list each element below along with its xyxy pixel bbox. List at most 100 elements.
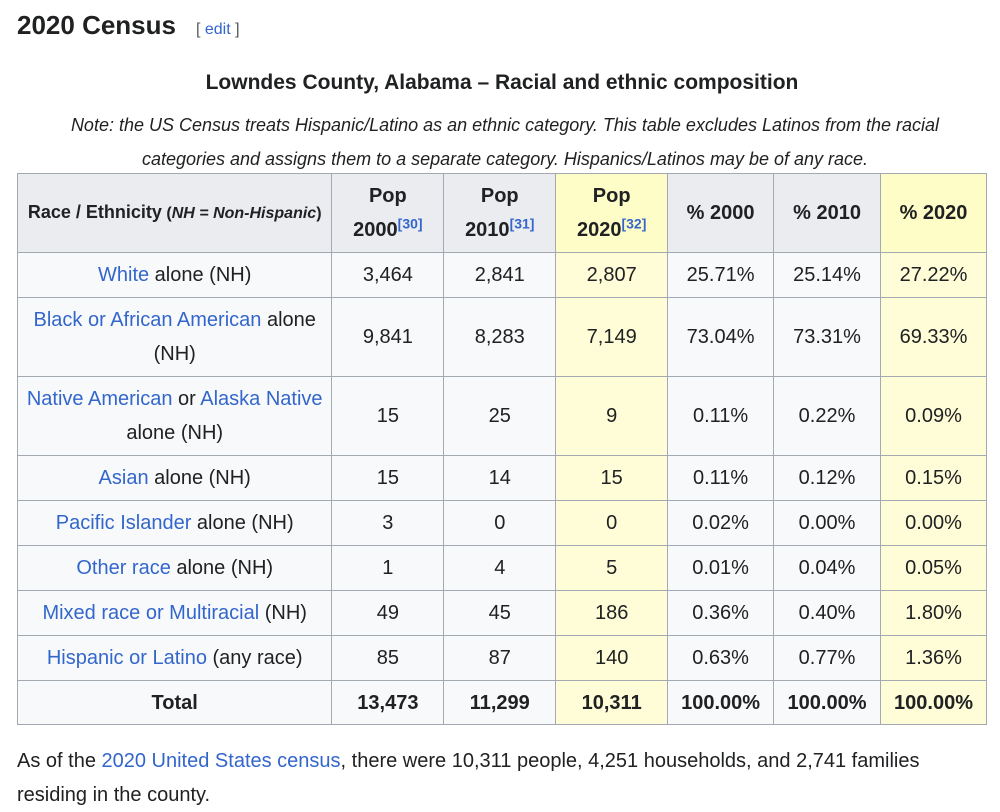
- race-cell: Mixed race or Multiracial (NH): [16, 590, 333, 636]
- total-row: Total 13,473 11,299 10,311 100.00% 100.0…: [16, 680, 987, 725]
- edit-close-bracket: ]: [230, 21, 240, 38]
- pop-2020-cell: 140: [555, 635, 669, 681]
- total-pct-2000: 100.00%: [667, 680, 775, 725]
- pct-2000-cell: 73.04%: [667, 297, 775, 377]
- pct-2020-cell: 0.00%: [880, 500, 987, 546]
- pop-2020-cell: 5: [555, 545, 669, 591]
- pop-2000-cell: 49: [331, 590, 445, 636]
- race-connector: or: [172, 388, 201, 410]
- pct-2000-cell: 25.71%: [667, 252, 775, 298]
- table-title: Lowndes County, Alabama – Racial and eth…: [205, 71, 799, 94]
- ref-32-link[interactable]: [32]: [621, 215, 647, 232]
- pct-2020-cell: 0.09%: [880, 376, 987, 456]
- header-row: Race / Ethnicity (NH = Non-Hispanic) Pop…: [16, 173, 987, 253]
- header-pop-2010-label: Pop 2010: [465, 185, 519, 241]
- pop-2000-cell: 3,464: [331, 252, 445, 298]
- header-pop-2000-label: Pop 2000: [353, 185, 407, 241]
- header-pct-2020: % 2020: [880, 173, 987, 253]
- paragraph-after: , there were 10,311 people, 4,251 househ…: [17, 750, 920, 806]
- table-row: Asian alone (NH) 15 14 15 0.11% 0.12% 0.15%: [16, 455, 987, 501]
- table-row: Hispanic or Latino (any race) 85 87 140 0.63…: [16, 635, 987, 681]
- pop-2010-cell: 2,841: [443, 252, 557, 298]
- pop-2010-cell: 8,283: [443, 297, 557, 377]
- race-link[interactable]: Pacific Islander: [55, 512, 192, 534]
- pct-2000-cell: 0.11%: [667, 376, 775, 456]
- race-link-secondary[interactable]: Alaska Native: [200, 388, 323, 410]
- pct-2000-cell: 0.01%: [667, 545, 775, 591]
- header-pop-2020-label: Pop 2020: [576, 185, 631, 241]
- edit-section: [ edit ]: [196, 21, 240, 39]
- section-heading: 2020 Census: [17, 10, 176, 40]
- race-suffix: alone (NH): [191, 512, 294, 534]
- pct-2010-cell: 25.14%: [773, 252, 881, 298]
- pop-2020-cell: 2,807: [555, 252, 669, 298]
- header-pop-2010: Pop 2010[31]: [443, 173, 557, 253]
- total-pct-2020: 100.00%: [880, 680, 987, 725]
- race-cell: Pacific Islander alone (NH): [16, 500, 333, 546]
- race-suffix: alone (NH): [153, 309, 316, 365]
- pct-2010-cell: 73.31%: [773, 297, 881, 377]
- pct-2010-cell: 0.00%: [773, 500, 881, 546]
- table-note: Note: the US Census treats Hispanic/Lati…: [70, 115, 940, 169]
- pop-2010-cell: 25: [443, 376, 557, 456]
- race-cell: Black or African American alone (NH): [16, 297, 333, 377]
- pct-2000-cell: 0.02%: [667, 500, 775, 546]
- race-link[interactable]: Other race: [76, 557, 171, 579]
- race-link[interactable]: Hispanic or Latino: [46, 647, 207, 669]
- race-link[interactable]: Black or African American: [33, 309, 262, 331]
- race-link[interactable]: Asian: [98, 467, 149, 489]
- race-link[interactable]: White: [98, 264, 150, 286]
- pct-2020-cell: 27.22%: [880, 252, 987, 298]
- header-pop-2020: Pop 2020[32]: [555, 173, 669, 253]
- pop-2000-cell: 85: [331, 635, 445, 681]
- pop-2000-cell: 15: [331, 455, 445, 501]
- pop-2020-cell: 15: [555, 455, 669, 501]
- pop-2000-cell: 3: [331, 500, 445, 546]
- race-suffix: alone (NH): [126, 422, 224, 444]
- pop-2000-cell: 15: [331, 376, 445, 456]
- header-race-main: Race / Ethnicity: [27, 202, 162, 222]
- pct-2020-cell: 0.05%: [880, 545, 987, 591]
- race-link[interactable]: Mixed race or Multiracial: [42, 602, 260, 624]
- ref-31-link[interactable]: [31]: [509, 215, 535, 232]
- pop-2010-cell: 45: [443, 590, 557, 636]
- race-suffix: alone (NH): [148, 467, 251, 489]
- header-pct-2010: % 2010: [773, 173, 881, 253]
- edit-link[interactable]: edit: [204, 21, 231, 38]
- race-cell: Asian alone (NH): [16, 455, 333, 501]
- pct-2020-cell: 69.33%: [880, 297, 987, 377]
- table-row: Mixed race or Multiracial (NH) 49 45 186 0.3…: [16, 590, 987, 636]
- header-pct-2000: % 2000: [667, 173, 775, 253]
- paragraph-before: As of the: [17, 750, 102, 772]
- section-heading-row: 2020 Census [ edit ]: [17, 10, 240, 46]
- edit-open-bracket: [: [195, 21, 205, 38]
- header-pop-2000: Pop 2000[30]: [331, 173, 445, 253]
- us-census-link[interactable]: 2020 United States census: [101, 750, 341, 772]
- census-table: Race / Ethnicity (NH = Non-Hispanic) Pop…: [16, 173, 987, 725]
- pct-2000-cell: 0.36%: [667, 590, 775, 636]
- table-row: Black or African American alone (NH) 9,84…: [16, 297, 987, 377]
- race-link[interactable]: Native American: [26, 388, 173, 410]
- pop-2020-cell: 186: [555, 590, 669, 636]
- pop-2000-cell: 9,841: [331, 297, 445, 377]
- pop-2010-cell: 0: [443, 500, 557, 546]
- race-cell: Native American or Alaska Native alone (…: [16, 376, 333, 456]
- census-paragraph: As of the 2020 United States census, the…: [17, 744, 977, 812]
- pop-2020-cell: 0: [555, 500, 669, 546]
- pop-2010-cell: 14: [443, 455, 557, 501]
- header-race-nh-open: (: [161, 205, 172, 222]
- pct-2010-cell: 0.22%: [773, 376, 881, 456]
- pct-2010-cell: 0.77%: [773, 635, 881, 681]
- pop-2020-cell: 9: [555, 376, 669, 456]
- header-race-ethnicity: Race / Ethnicity (NH = Non-Hispanic): [16, 173, 333, 253]
- header-race-nh-close: ): [316, 205, 322, 222]
- table-row: Other race alone (NH) 1 4 5 0.01% 0.04% 0.05%: [16, 545, 987, 591]
- race-suffix: alone (NH): [170, 557, 274, 579]
- table-row: White alone (NH) 3,464 2,841 2,807 25.71% 25.…: [16, 252, 987, 298]
- pct-2010-cell: 0.40%: [773, 590, 881, 636]
- race-cell: White alone (NH): [16, 252, 333, 298]
- pct-2020-cell: 0.15%: [880, 455, 987, 501]
- table-row: Pacific Islander alone (NH) 3 0 0 0.02% 0.00%…: [16, 500, 987, 546]
- ref-30-link[interactable]: [30]: [397, 215, 423, 232]
- race-suffix: alone (NH): [149, 264, 252, 286]
